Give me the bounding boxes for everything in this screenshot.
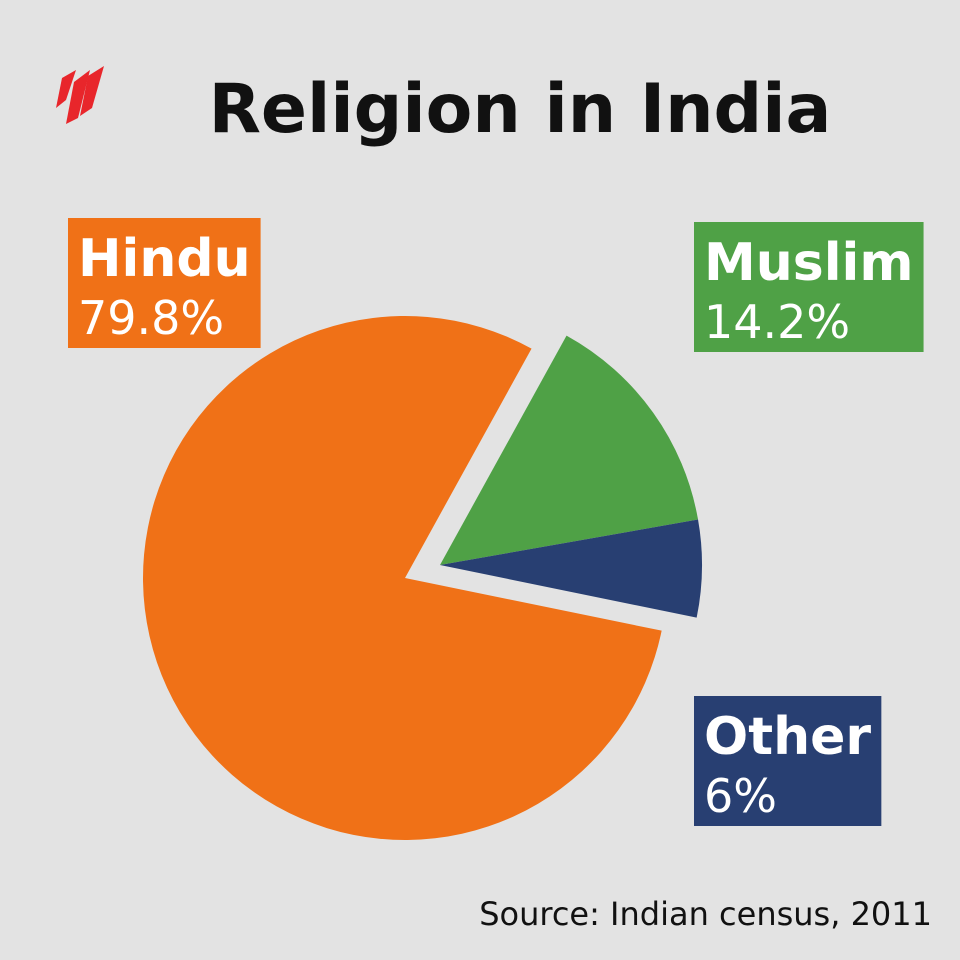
pie-slice (440, 335, 699, 565)
pie-slice (440, 519, 703, 618)
value-label: 14.2% (704, 295, 850, 349)
value-label: 79.8% (78, 291, 224, 345)
chart-title: Religion in India (209, 70, 832, 149)
label-box (68, 218, 261, 348)
pie-slice (143, 316, 662, 841)
label-box (694, 222, 924, 352)
category-label: Other (704, 707, 871, 767)
logo (56, 66, 104, 124)
category-label: Hindu (78, 229, 251, 289)
source-note: Source: Indian census, 2011 (479, 895, 932, 933)
value-label: 6% (704, 769, 777, 823)
pie (143, 316, 703, 841)
category-label: Muslim (704, 233, 914, 293)
label-box (694, 696, 882, 826)
